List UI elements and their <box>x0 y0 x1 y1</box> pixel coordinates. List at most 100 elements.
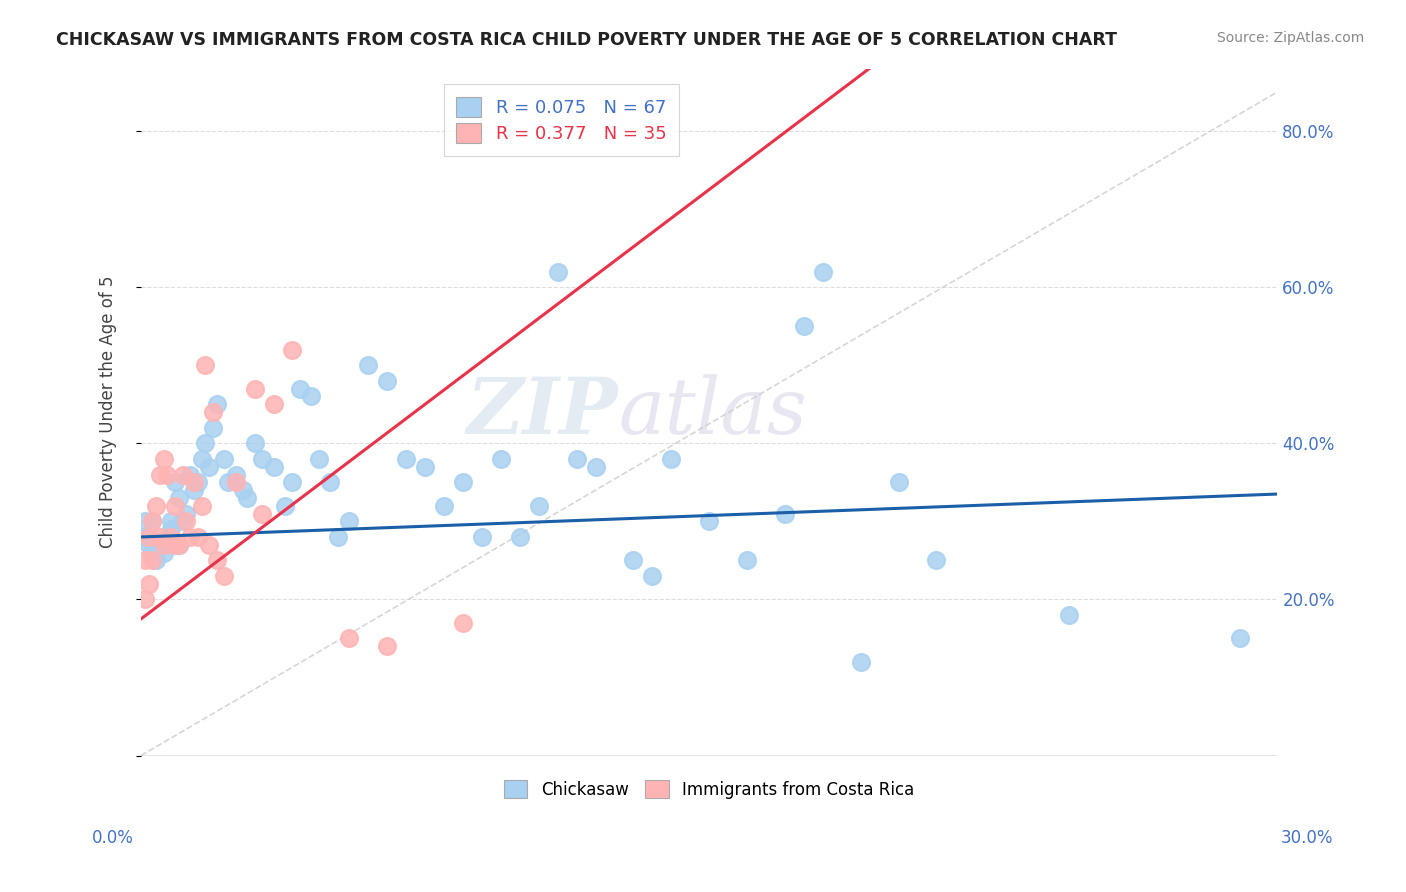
Point <box>187 530 209 544</box>
Point <box>198 538 221 552</box>
Point <box>149 467 172 482</box>
Point <box>152 538 174 552</box>
Point <box>160 530 183 544</box>
Point <box>527 499 550 513</box>
Point <box>232 483 254 497</box>
Point <box>138 577 160 591</box>
Point <box>326 530 349 544</box>
Point <box>337 632 360 646</box>
Point <box>585 459 607 474</box>
Point <box>190 451 212 466</box>
Point <box>205 553 228 567</box>
Text: CHICKASAW VS IMMIGRANTS FROM COSTA RICA CHILD POVERTY UNDER THE AGE OF 5 CORRELA: CHICKASAW VS IMMIGRANTS FROM COSTA RICA … <box>56 31 1118 49</box>
Point <box>152 545 174 559</box>
Point <box>167 491 190 505</box>
Point <box>201 405 224 419</box>
Point <box>160 514 183 528</box>
Point <box>149 530 172 544</box>
Point <box>263 397 285 411</box>
Point <box>165 499 187 513</box>
Point <box>165 538 187 552</box>
Text: ZIP: ZIP <box>467 374 619 450</box>
Point <box>149 538 172 552</box>
Point <box>201 420 224 434</box>
Point <box>156 530 179 544</box>
Point <box>225 467 247 482</box>
Point <box>217 475 239 490</box>
Point <box>451 615 474 630</box>
Point <box>623 553 645 567</box>
Point <box>811 264 834 278</box>
Y-axis label: Child Poverty Under the Age of 5: Child Poverty Under the Age of 5 <box>100 276 117 549</box>
Point <box>152 451 174 466</box>
Point <box>250 451 273 466</box>
Point <box>471 530 494 544</box>
Point <box>167 538 190 552</box>
Point <box>198 459 221 474</box>
Legend: Chickasaw, Immigrants from Costa Rica: Chickasaw, Immigrants from Costa Rica <box>498 773 921 805</box>
Point <box>149 538 172 552</box>
Point <box>134 553 156 567</box>
Point <box>413 459 436 474</box>
Point <box>141 545 163 559</box>
Point <box>250 507 273 521</box>
Point <box>141 514 163 528</box>
Point <box>793 319 815 334</box>
Point <box>301 389 323 403</box>
Point <box>395 451 418 466</box>
Point <box>183 483 205 497</box>
Point <box>138 530 160 544</box>
Point <box>165 475 187 490</box>
Point <box>179 530 201 544</box>
Point <box>697 514 720 528</box>
Point <box>887 475 910 490</box>
Point <box>205 397 228 411</box>
Text: Source: ZipAtlas.com: Source: ZipAtlas.com <box>1216 31 1364 45</box>
Point <box>337 514 360 528</box>
Point <box>274 499 297 513</box>
Point <box>236 491 259 505</box>
Text: 30.0%: 30.0% <box>1281 829 1333 847</box>
Point <box>138 538 160 552</box>
Point <box>187 475 209 490</box>
Point <box>156 467 179 482</box>
Point <box>145 499 167 513</box>
Point <box>183 475 205 490</box>
Point <box>190 499 212 513</box>
Point <box>288 382 311 396</box>
Point <box>167 538 190 552</box>
Point <box>194 436 217 450</box>
Point <box>547 264 569 278</box>
Point <box>176 514 198 528</box>
Point <box>735 553 758 567</box>
Point <box>319 475 342 490</box>
Point <box>179 467 201 482</box>
Point <box>357 358 380 372</box>
Point <box>773 507 796 521</box>
Text: atlas: atlas <box>619 374 807 450</box>
Point <box>194 358 217 372</box>
Text: 0.0%: 0.0% <box>91 829 134 847</box>
Point <box>281 475 304 490</box>
Point <box>263 459 285 474</box>
Point <box>509 530 531 544</box>
Point <box>451 475 474 490</box>
Point <box>172 467 194 482</box>
Point <box>641 569 664 583</box>
Point <box>225 475 247 490</box>
Point <box>433 499 456 513</box>
Point <box>243 436 266 450</box>
Point <box>134 514 156 528</box>
Point <box>141 514 163 528</box>
Point <box>489 451 512 466</box>
Point <box>659 451 682 466</box>
Point <box>134 530 156 544</box>
Point <box>1057 608 1080 623</box>
Point <box>308 451 330 466</box>
Point <box>214 451 236 466</box>
Point <box>243 382 266 396</box>
Point <box>145 553 167 567</box>
Point <box>375 374 398 388</box>
Point <box>375 640 398 654</box>
Point <box>565 451 588 466</box>
